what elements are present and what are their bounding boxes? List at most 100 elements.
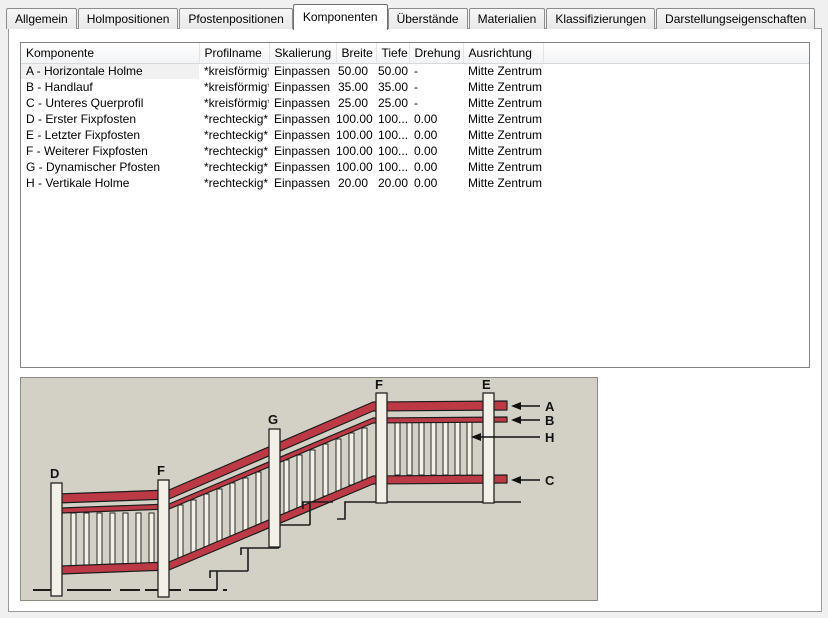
table-row[interactable]: D - Erster Fixpfosten *rechteckig* Einpass… [21,111,809,127]
cell-5: - [414,80,418,94]
rail-c-bottom [60,474,508,575]
cell-filler [543,175,809,191]
railing-diagram-svg: D F G F E A B [33,378,555,598]
cell-3: 100.00 [336,128,373,142]
tab-darstellungseigenschaften[interactable]: Darstellungseigenschaften [656,8,816,29]
post-label-e: E [482,378,491,392]
table-row[interactable]: B - Handlauf *kreisförmig* Einpassen 35.00 3… [21,79,809,95]
post-label-d: D [50,466,59,481]
cell-1: *kreisförmig* [204,80,269,94]
cell-4: 100... [378,128,409,142]
column-header-1[interactable]: Profilname [199,43,270,64]
tab-ueberstaende[interactable]: Überstände [387,8,468,29]
cell-filler [543,63,809,79]
cell-2: Einpassen [274,64,331,79]
table-row[interactable]: G - Dynamischer Pfosten *rechteckig* Einpa… [21,159,809,175]
cell-2: Einpassen [274,80,331,94]
arrowhead-b-icon [511,416,521,424]
tab-bar: Allgemein Holmpositionen Pfostenpositionen… [6,3,816,30]
tab-holmpositionen[interactable]: Holmpositionen [77,8,179,29]
tab-page-komponenten: Komponente Profilname Skalierung Breite Tief… [8,28,822,612]
callout-label-b: B [545,413,554,428]
cell-2: Einpassen [274,112,331,126]
arrowhead-c-icon [511,476,521,484]
cell-filler [543,111,809,127]
cell-6: Mitte Zentrum [468,96,543,110]
rail-b-handrail [60,416,508,514]
column-header-5[interactable]: Drehung [409,43,464,64]
cell-6: Mitte Zentrum [468,64,543,79]
table-row[interactable]: C - Unteres Querprofil *kreisförmig* Einpa… [21,95,809,111]
tab-allgemein[interactable]: Allgemein [6,8,77,29]
cell-4: 35.00 [378,80,409,94]
cell-0: D - Erster Fixpfosten [26,112,137,126]
cell-5: 0.00 [414,144,438,158]
post-e [482,392,495,504]
cell-5: 0.00 [414,160,438,174]
cell-0: F - Weiterer Fixpfosten [26,144,148,158]
cell-3: 20.00 [337,176,368,190]
column-header-2[interactable]: Skalierung [269,43,337,64]
column-header-3[interactable]: Breite [336,43,377,64]
cell-4: 20.00 [378,176,409,190]
cell-0: C - Unteres Querprofil [26,96,144,110]
cell-5: - [414,64,418,79]
cell-4: 100... [378,144,409,158]
arrowhead-a-icon [511,402,521,410]
cell-4: 25.00 [378,96,409,110]
cell-6: Mitte Zentrum [468,176,543,190]
table-row[interactable]: A - Horizontale Holme *kreisförmig* Einpas… [21,63,809,79]
cell-6: Mitte Zentrum [468,112,543,126]
cell-1: *kreisförmig* [204,96,269,110]
cell-1: *rechteckig* [204,160,269,174]
cell-5: 0.00 [414,112,438,126]
cell-4: 100... [378,160,409,174]
cell-5: 0.00 [414,176,438,190]
components-table: Komponente Profilname Skalierung Breite Tief… [20,42,810,368]
cell-5: 0.00 [414,128,438,142]
cell-4: 100... [378,112,409,126]
cell-filler [543,143,809,159]
cell-filler [543,159,809,175]
cell-1: *rechteckig* [204,176,269,190]
post-d [50,482,63,597]
railing-illustration: D F G F E A B [20,377,598,601]
cell-1: *rechteckig* [204,128,269,142]
column-header-0[interactable]: Komponente [21,43,200,64]
post-label-g: G [268,412,278,427]
cell-6: Mitte Zentrum [468,128,543,142]
tab-klassifizierungen[interactable]: Klassifizierungen [546,8,656,29]
table-row[interactable]: E - Letzter Fixpfosten *rechteckig* Einpas… [21,127,809,143]
cell-filler [543,127,809,143]
post-f-upper [375,392,388,504]
cell-0: B - Handlauf [26,80,93,94]
cell-3: 35.00 [337,80,368,94]
tab-materialien[interactable]: Materialien [468,8,546,29]
tab-pfostenpositionen[interactable]: Pfostenpositionen [179,8,293,29]
components-table-grid: Komponente Profilname Skalierung Breite Tief… [21,43,809,191]
table-row[interactable]: F - Weiterer Fixpfosten *rechteckig* Einpa… [21,143,809,159]
cell-3: 100.00 [336,160,373,174]
column-header-4[interactable]: Tiefe [376,43,410,64]
cell-4: 50.00 [378,64,409,79]
table-body: A - Horizontale Holme *kreisförmig* Einpas… [21,63,809,191]
table-row[interactable]: H - Vertikale Holme *rechteckig* Einpassen… [21,175,809,191]
cell-3: 25.00 [337,96,368,110]
callout-label-h: H [545,430,554,445]
cell-filler [543,79,809,95]
balusters [70,421,473,567]
cell-1: *rechteckig* [204,144,269,158]
cell-3: 100.00 [336,112,373,126]
cell-1: *rechteckig* [204,112,269,126]
post-label-f-upper: F [375,378,383,392]
column-header-6[interactable]: Ausrichtung [463,43,544,64]
cell-6: Mitte Zentrum [468,80,543,94]
cell-2: Einpassen [274,144,331,158]
cell-6: Mitte Zentrum [468,144,543,158]
cell-0: E - Letzter Fixpfosten [26,128,141,142]
tab-komponenten[interactable]: Komponenten [292,4,388,30]
post-label-f-lower: F [157,463,165,478]
callout-label-a: A [545,399,555,414]
cell-3: 50.00 [337,64,368,79]
